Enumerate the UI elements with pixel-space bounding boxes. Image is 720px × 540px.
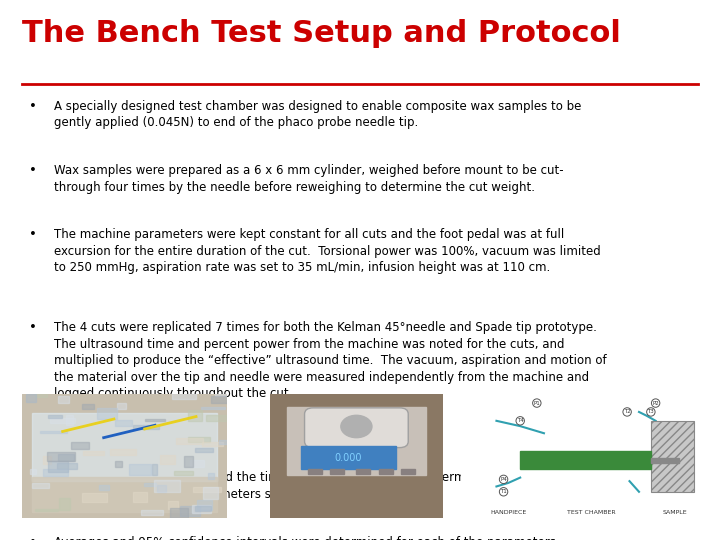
Bar [129,464,150,475]
Bar [30,469,36,474]
Text: •: • [29,228,37,241]
Bar [157,485,166,492]
Bar [189,410,202,421]
Bar [330,469,344,474]
Text: •: • [29,321,37,334]
Bar [651,421,693,492]
Bar [308,469,322,474]
Bar [168,501,178,509]
FancyBboxPatch shape [305,408,408,448]
Text: T1: T1 [500,489,507,494]
Text: •: • [29,536,37,540]
Bar [133,425,158,429]
Bar [35,389,48,397]
Text: The Bench Test Setup and Protocol: The Bench Test Setup and Protocol [22,19,621,48]
Bar [521,451,651,469]
Bar [154,480,180,492]
Bar [60,498,70,510]
Bar [301,447,396,469]
Bar [35,509,58,511]
Bar [27,394,36,402]
Bar [184,456,193,467]
Bar [189,437,210,442]
Bar [174,471,193,475]
Bar [180,506,199,516]
Bar [206,415,227,421]
Bar [97,408,117,418]
Bar [48,461,68,472]
Bar [197,500,212,510]
Bar [71,442,89,449]
Bar [287,407,426,475]
Text: T3: T3 [647,409,654,414]
Bar [211,396,229,403]
Text: HANDPIECE: HANDPIECE [490,510,526,515]
Bar [48,415,63,418]
Text: Wax samples were prepared as a 6 x 6 mm cylinder, weighed before mount to be cut: Wax samples were prepared as a 6 x 6 mm … [54,164,564,194]
Bar [40,431,67,433]
Bar [99,485,109,490]
Bar [144,483,156,486]
Bar [170,508,188,518]
Bar [152,464,158,475]
Text: The 4 cuts were replicated 7 times for both the Kelman 45°needle and Spade tip p: The 4 cuts were replicated 7 times for b… [54,321,607,400]
Text: 0.000: 0.000 [334,453,361,463]
Bar [83,451,104,455]
Circle shape [341,415,372,437]
Bar [401,469,415,474]
Text: TEST CHAMBER: TEST CHAMBER [567,510,616,515]
Bar [66,415,73,425]
Text: P2: P2 [652,401,659,406]
Bar [215,385,230,396]
Bar [201,407,225,409]
Bar [117,403,125,409]
Text: P1: P1 [534,401,540,406]
Bar [141,510,163,515]
Bar [208,473,215,479]
Bar [176,438,203,444]
Bar [379,469,392,474]
Bar [57,463,76,469]
Bar [160,455,175,463]
Text: A specially designed test chamber was designed to enable composite wax samples t: A specially designed test chamber was de… [54,100,581,130]
Bar [202,442,223,446]
Bar [193,487,221,492]
Bar [58,396,69,403]
Text: The machine parameters were kept constant for all cuts and the foot pedal was at: The machine parameters were kept constan… [54,228,600,274]
Text: •: • [29,471,37,484]
Bar [82,404,94,409]
Bar [109,449,135,455]
Bar [114,420,132,426]
Bar [192,505,211,512]
Text: SAMPLE: SAMPLE [662,510,687,515]
Text: The total time for the cut, and the time to peak vacuum were determined from the: The total time for the cut, and the time… [54,471,598,501]
Bar [195,506,211,511]
Bar [220,440,246,444]
Bar [115,461,122,467]
Bar [356,469,370,474]
Bar [651,458,680,463]
Bar [82,493,107,502]
Bar [50,417,75,423]
Text: T2: T2 [624,409,631,414]
Bar [132,492,147,502]
Bar [32,413,217,481]
Text: •: • [29,164,37,177]
Text: Averages and 95% confidence intervals were determined for each of the parameters: Averages and 95% confidence intervals we… [54,536,559,540]
Bar [195,448,213,451]
Text: •: • [29,100,37,113]
Bar [190,460,204,468]
Bar [47,452,75,461]
Bar [58,454,74,462]
Bar [32,477,217,512]
Bar [43,456,51,464]
Bar [32,483,49,488]
Text: P4: P4 [500,477,507,482]
Text: T4: T4 [517,418,523,423]
Bar [145,418,165,421]
Bar [172,389,197,399]
Bar [203,487,218,499]
Bar [43,469,68,476]
